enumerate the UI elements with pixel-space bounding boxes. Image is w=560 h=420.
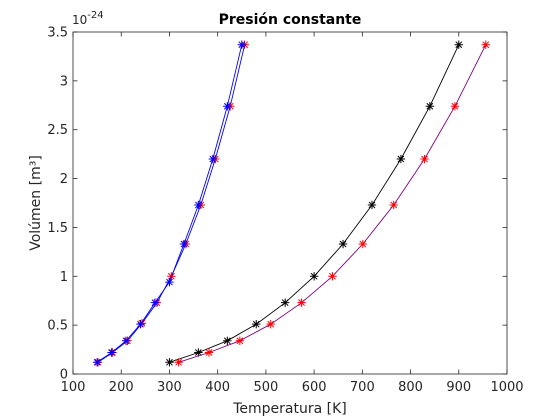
x-tick-label: 1000 [490,380,523,395]
series-4-point [389,200,398,210]
series-3-point [252,319,261,329]
series-2-point [121,336,131,345]
x-tick-label: 500 [253,380,278,395]
series-3-point [454,40,463,49]
y-tick-label: 1.5 [47,221,68,236]
axes-layer: 100 200 300 400 500 600 700 800 900 1000 0 0.5 1 1.5 2… [47,26,523,396]
series-3-point [367,200,377,210]
series-4-point [358,239,368,249]
y-tick-label: 0.5 [47,319,68,334]
y-tick-label: 1 [60,270,68,285]
y-exponent-power: -24 [87,10,103,21]
series-3-point [338,239,348,249]
series-2-point [107,348,116,357]
series-3-point [223,336,232,345]
series-2-point [165,277,174,287]
x-tick-label: 200 [109,380,134,395]
y-axis-label: Volúmen [m³] [28,155,44,251]
series-4-point [204,348,214,357]
x-tick-label: 800 [398,380,423,395]
x-tick-label: 700 [350,380,375,395]
series-2-point [208,154,218,164]
y-tick-label: 2 [60,172,68,187]
series-4-point [328,272,337,281]
x-tick-label: 300 [157,380,182,395]
x-axis-label: Temperatura [K] [232,401,347,417]
svg-text:10-24: 10-24 [72,10,104,27]
y-tick-label: 2.5 [47,123,68,138]
x-tick-label: 400 [205,380,230,395]
series-4-point [174,358,183,367]
series-2-point [92,358,102,367]
series-4-point [235,336,245,345]
x-tick-label: 100 [61,380,86,395]
series-4-point [481,40,490,49]
chart-title: Presión constante [219,12,362,28]
series-3-point [280,298,290,307]
series-3-point [425,102,435,111]
series-2-point [223,102,232,111]
series-4-point [420,154,429,164]
y-tick-label: 0 [60,368,68,383]
series-4-point [266,319,275,329]
y-tick-label: 3 [60,74,68,89]
series-layer [92,40,490,367]
series-3-point [396,154,406,164]
y-exponent-label: 10-24 [72,10,104,27]
y-exponent-base: 10 [72,13,87,27]
x-tick-label: 900 [446,380,471,395]
series-2-point [136,319,145,329]
series-3-point [165,358,174,367]
y-tick-label: 3.5 [47,26,68,41]
series-2-point [194,200,203,210]
series-4-point [450,102,460,111]
series-4-point [297,298,306,307]
x-tick-label: 600 [302,380,327,395]
series-3-point [309,272,319,281]
series-2-point [179,239,189,249]
axes-box [72,31,508,375]
series-3-point [194,348,203,357]
series-2-point [237,40,246,49]
series-2-point [150,298,160,307]
